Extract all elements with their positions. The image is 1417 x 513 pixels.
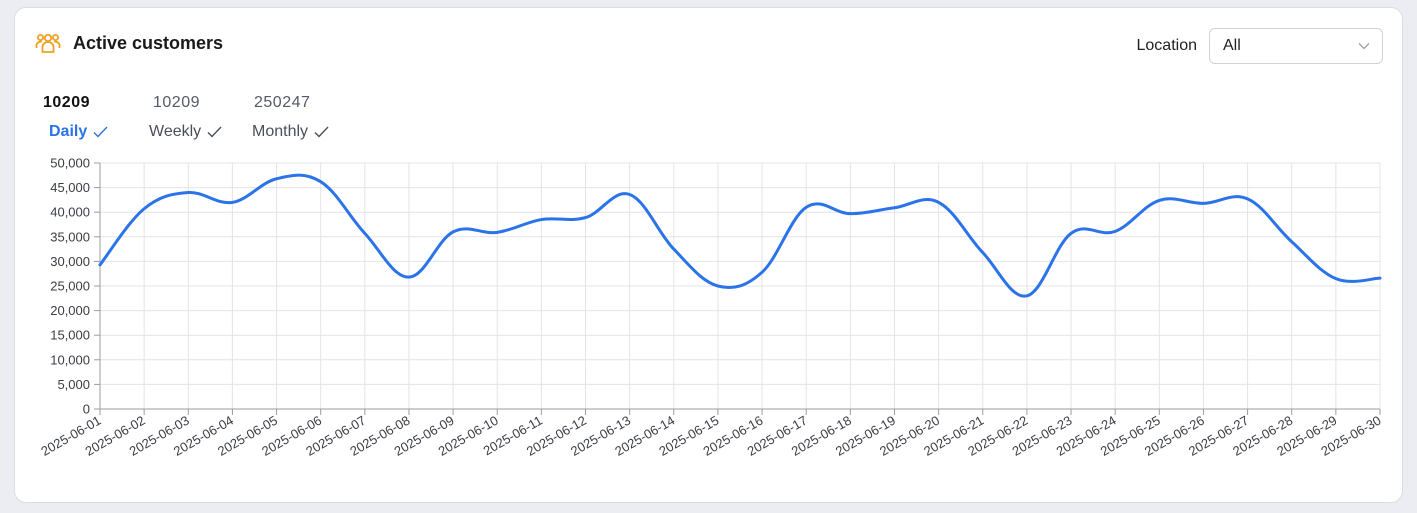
tab-monthly[interactable]: 250247 Monthly xyxy=(252,94,329,141)
location-select[interactable]: All xyxy=(1209,28,1383,64)
y-tick-label: 10,000 xyxy=(50,352,90,367)
tab-daily-count: 10209 xyxy=(43,94,90,111)
tab-weekly-label: Weekly xyxy=(149,123,202,140)
tab-daily[interactable]: 10209 Daily xyxy=(43,94,108,141)
tab-weekly-count: 10209 xyxy=(153,94,200,111)
location-label: Location xyxy=(1136,37,1198,54)
y-tick-label: 15,000 xyxy=(50,328,90,343)
location-filter: Location All xyxy=(1136,28,1383,64)
check-icon xyxy=(93,126,108,138)
check-icon xyxy=(314,126,329,138)
card-title: Active customers xyxy=(73,32,224,53)
tab-monthly-count: 250247 xyxy=(254,94,311,111)
active-customers-line-chart: 0 5,000 10,000 15,000 20,000 25,000 30,000 35,0… xyxy=(38,156,1383,459)
y-tick-label: 45,000 xyxy=(50,180,90,195)
check-icon xyxy=(207,126,222,138)
tab-weekly[interactable]: 10209 Weekly xyxy=(149,94,222,141)
y-tick-label: 35,000 xyxy=(50,229,90,244)
y-tick-label: 25,000 xyxy=(50,279,90,294)
tab-daily-label: Daily xyxy=(49,123,88,140)
users-group-icon xyxy=(35,33,61,53)
y-tick-label: 30,000 xyxy=(50,254,90,269)
card-header: Active customers xyxy=(35,30,223,56)
y-tick-label: 20,000 xyxy=(50,303,90,318)
y-tick-label: 5,000 xyxy=(57,377,90,392)
active-customers-card: Active customers Location All 10209 Dail… xyxy=(14,7,1403,503)
tab-monthly-label: Monthly xyxy=(252,123,309,140)
series-line xyxy=(98,173,1382,298)
y-tick-label: 40,000 xyxy=(50,205,90,220)
y-tick-label: 50,000 xyxy=(50,156,90,171)
chevron-down-icon xyxy=(1358,43,1370,50)
location-selected-value: All xyxy=(1223,37,1241,54)
y-tick-label: 0 xyxy=(83,402,90,417)
